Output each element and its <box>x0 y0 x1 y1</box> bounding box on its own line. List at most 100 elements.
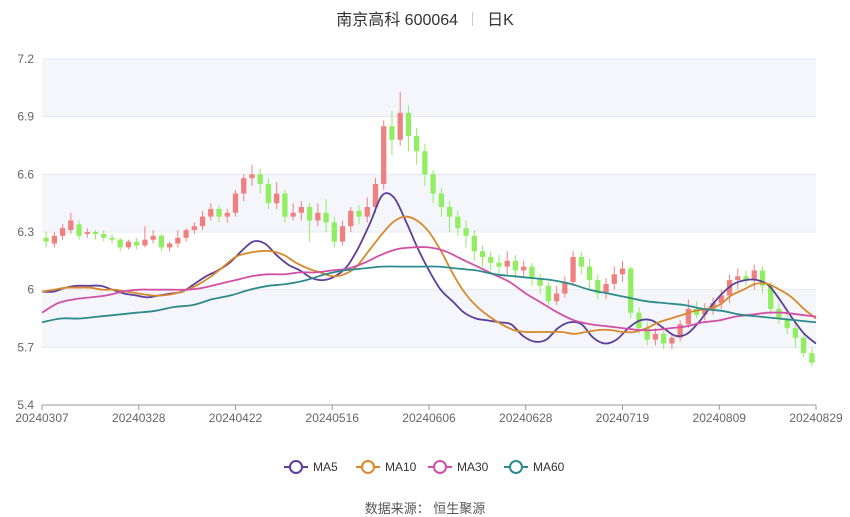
x-tick-label: 20240328 <box>112 411 166 425</box>
candle <box>191 222 197 234</box>
legend-item-ma30[interactable]: MA30 <box>428 460 489 474</box>
candle-body <box>768 285 774 309</box>
candle-body <box>553 293 560 302</box>
candle-body <box>84 232 90 234</box>
y-axis-ticks: 7.2 6.9 6.6 6.3 6 5.7 5.4 <box>17 52 34 412</box>
candle <box>183 228 189 242</box>
candle-body <box>611 274 617 284</box>
candle <box>809 347 815 367</box>
legend-marker <box>361 460 375 474</box>
x-tick-label: 20240628 <box>499 411 553 425</box>
candle-body <box>389 126 395 140</box>
candle <box>101 230 107 242</box>
candle <box>792 322 799 348</box>
candle-body <box>257 174 263 184</box>
candle-body <box>142 239 148 246</box>
candle <box>389 110 395 156</box>
ma-line-ma60 <box>41 265 817 324</box>
candle <box>718 289 724 309</box>
candle <box>512 255 519 279</box>
candle <box>125 239 132 250</box>
candle <box>92 230 99 240</box>
candle-body <box>166 243 173 248</box>
legend-label: MA5 <box>313 460 338 474</box>
candle <box>414 128 420 165</box>
candle-body <box>348 210 354 227</box>
candle-body <box>463 228 469 236</box>
candle <box>68 212 74 234</box>
candle-body <box>751 270 757 281</box>
candle <box>339 220 346 246</box>
candle-body <box>446 207 453 217</box>
candle-body <box>216 208 222 217</box>
candle <box>364 197 370 223</box>
plot-background-bands <box>42 59 816 348</box>
candle <box>553 285 560 306</box>
candle-body <box>496 262 502 267</box>
candle-body <box>381 126 387 184</box>
candle-body <box>595 280 601 294</box>
y-tick-label: 5.4 <box>17 398 34 412</box>
candle-body <box>644 328 650 340</box>
legend-label: MA10 <box>385 460 417 474</box>
candle-body <box>776 308 782 319</box>
candle <box>282 189 288 223</box>
x-tick-label: 20240422 <box>209 411 263 425</box>
candle <box>397 91 403 146</box>
candle <box>644 322 650 346</box>
candle-body <box>405 112 412 136</box>
moving-average-lines <box>41 192 817 345</box>
candle <box>224 208 230 223</box>
candle <box>331 216 337 248</box>
candle-body <box>504 260 510 267</box>
candle-body <box>422 151 428 175</box>
candle-body <box>191 226 197 231</box>
candle <box>175 230 181 248</box>
candle <box>455 210 461 236</box>
legend-item-ma60[interactable]: MA60 <box>504 460 565 474</box>
x-tick-label: 20240516 <box>306 411 360 425</box>
candle <box>570 251 576 286</box>
candle-body <box>241 178 247 194</box>
candle <box>521 260 527 279</box>
candle-body <box>784 318 790 329</box>
candle <box>751 264 757 290</box>
candle <box>784 312 790 334</box>
candle-body <box>101 233 107 238</box>
candle-body <box>249 174 255 179</box>
candle-body <box>414 135 420 152</box>
candle-body <box>685 308 692 325</box>
candle <box>652 328 659 346</box>
candle-body <box>759 270 766 286</box>
candle-body <box>59 228 66 236</box>
legend-label: MA30 <box>457 460 489 474</box>
candle-body <box>430 174 436 194</box>
candle-body <box>562 281 568 294</box>
candle-body <box>117 239 123 248</box>
legend-item-ma5[interactable]: MA5 <box>284 460 338 474</box>
candle-body <box>710 303 716 309</box>
candle <box>479 245 486 267</box>
candle <box>537 274 543 294</box>
candle-body <box>109 237 115 240</box>
period-label[interactable]: 日K <box>487 12 514 29</box>
candle <box>257 168 263 194</box>
x-tick-label: 20240809 <box>693 411 747 425</box>
candle-body <box>488 256 494 263</box>
candle <box>51 232 57 248</box>
candle <box>438 187 444 217</box>
candle <box>603 278 609 300</box>
x-tick-label: 20240829 <box>789 411 843 425</box>
candle <box>611 266 617 290</box>
candle <box>463 220 469 248</box>
candle <box>216 205 222 223</box>
candle-body <box>208 208 214 217</box>
x-tick-label: 20240606 <box>402 411 456 425</box>
candle-body <box>372 183 379 208</box>
candle <box>586 258 593 290</box>
candle-body <box>224 212 230 217</box>
candle-body <box>743 276 749 281</box>
y-tick-label: 6 <box>27 283 34 297</box>
y-tick-label: 6.3 <box>17 225 34 239</box>
legend-item-ma10[interactable]: MA10 <box>356 460 417 474</box>
